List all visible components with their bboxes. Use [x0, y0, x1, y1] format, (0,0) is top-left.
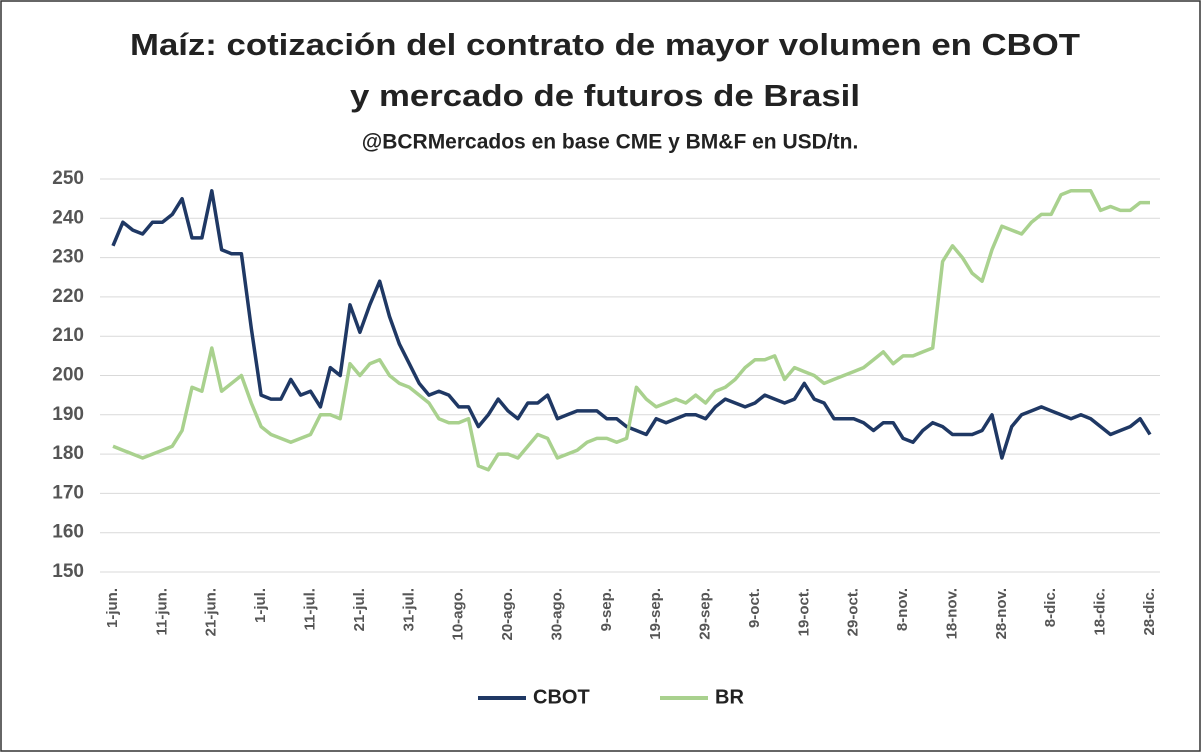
y-tick-label: 250 — [52, 168, 84, 189]
x-tick-label: 28-nov. — [993, 588, 1010, 639]
x-tick-label: 9-sep. — [598, 588, 615, 631]
y-tick-label: 160 — [52, 522, 84, 543]
legend-label: BR — [715, 686, 744, 708]
x-tick-label: 31-jul. — [400, 588, 417, 631]
x-tick-label: 11-jun. — [153, 588, 170, 636]
x-tick-label: 18-dic. — [1092, 588, 1109, 636]
x-tick-label: 18-nov. — [943, 588, 960, 639]
x-tick-label: 10-ago. — [450, 588, 467, 641]
x-tick-label: 8-dic. — [1042, 588, 1059, 627]
x-tick-label: 8-nov. — [894, 588, 911, 631]
y-tick-label: 190 — [52, 404, 84, 425]
y-tick-label: 210 — [52, 325, 84, 346]
chart-title: y mercado de futuros de Brasil — [350, 78, 860, 113]
y-tick-label: 220 — [52, 286, 84, 307]
y-tick-label: 170 — [52, 482, 84, 503]
x-tick-label: 21-jun. — [203, 588, 220, 636]
y-tick-label: 240 — [52, 207, 84, 228]
x-tick-label: 11-jul. — [301, 588, 318, 631]
x-tick-label: 1-jun. — [104, 588, 121, 628]
x-tick-label: 19-sep. — [647, 588, 664, 640]
x-tick-label: 19-oct. — [795, 588, 812, 636]
series-line — [111, 189, 1152, 460]
series-line — [112, 189, 1150, 472]
x-tick-label: 29-oct. — [845, 588, 862, 636]
chart-title: Maíz: cotización del contrato de mayor v… — [130, 27, 1080, 62]
x-tick-label: 30-ago. — [548, 588, 565, 641]
y-tick-label: 230 — [52, 247, 84, 268]
x-tick-label: 20-ago. — [499, 588, 516, 641]
x-tick-label: 28-dic. — [1141, 588, 1158, 636]
y-tick-label: 150 — [52, 561, 84, 582]
x-tick-label: 29-sep. — [697, 588, 714, 640]
x-tick-label: 9-oct. — [746, 588, 763, 628]
x-tick-label: 1-jul. — [252, 588, 269, 623]
x-tick-label: 21-jul. — [351, 588, 368, 631]
legend-label: CBOT — [533, 686, 590, 708]
y-tick-label: 180 — [52, 443, 84, 464]
chart-subtitle: @BCRMercados en base CME y BM&F en USD/t… — [362, 131, 859, 154]
y-tick-label: 200 — [52, 365, 84, 386]
